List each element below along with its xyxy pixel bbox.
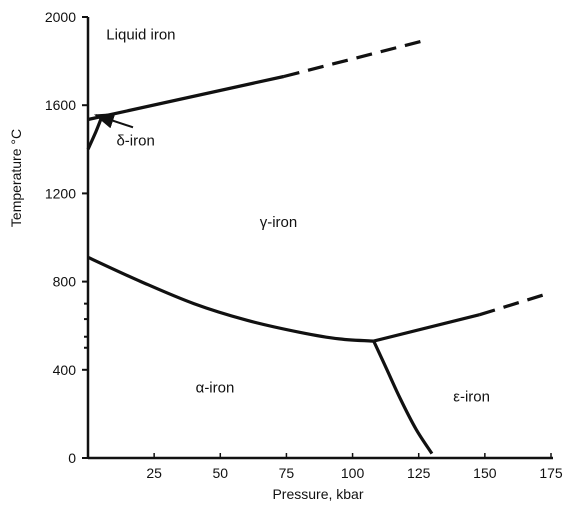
- x-tick-label: 150: [473, 465, 497, 481]
- x-tick-label: 50: [212, 465, 228, 481]
- phase-boundaries: [86, 39, 552, 455]
- y-tick-label: 400: [53, 362, 77, 378]
- region-labels: Liquid iron δ-iron γ-iron α-iron ε-iron: [106, 27, 490, 406]
- phase-boundary-line: [94, 113, 134, 129]
- phase-boundary-line: [372, 340, 434, 455]
- x-tick-label: 75: [279, 465, 295, 481]
- x-tick-label: 25: [146, 465, 162, 481]
- y-tick-label: 0: [68, 450, 76, 466]
- region-label: δ-iron: [116, 132, 154, 149]
- phase-boundary-line: [87, 255, 374, 343]
- x-tick-label: 175: [539, 465, 563, 481]
- x-tick-label: 100: [341, 465, 365, 481]
- region-label: α-iron: [196, 379, 235, 396]
- phase-boundary-line: [87, 74, 285, 122]
- phase-boundary-line: [373, 313, 480, 343]
- x-tick-label: 125: [407, 465, 431, 481]
- region-label: Liquid iron: [106, 27, 175, 44]
- region-label: γ-iron: [260, 214, 298, 231]
- axes: 0 400 800 1200 1600 2000 25 50 75 100 125 150 175: [45, 9, 563, 481]
- y-tick-label: 2000: [45, 9, 76, 25]
- y-tick-label: 800: [53, 274, 77, 290]
- phase-boundary-line: [479, 291, 552, 317]
- region-label: ε-iron: [453, 388, 490, 405]
- y-tick-label: 1600: [45, 97, 76, 113]
- y-axis-label: Temperature °C: [8, 129, 24, 227]
- x-axis-label: Pressure, kbar: [272, 486, 363, 502]
- phase-boundary-line: [86, 117, 103, 150]
- y-tick-label: 1200: [45, 185, 76, 201]
- phase-boundary-line: [283, 39, 422, 79]
